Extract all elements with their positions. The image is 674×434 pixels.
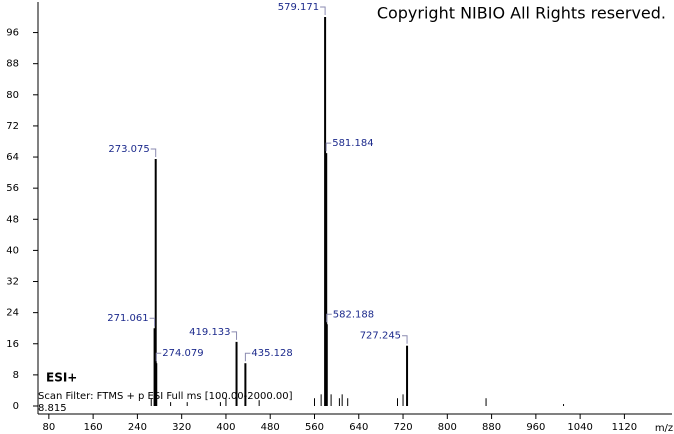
y-tick-label: 64	[6, 152, 19, 163]
x-tick-label: 320	[172, 422, 191, 433]
x-tick-label: 560	[305, 422, 324, 433]
x-tick-label: 640	[349, 422, 368, 433]
copyright: Copyright NIBIO All Rights reserved.	[377, 4, 666, 23]
peak-label: 579.171	[278, 2, 319, 13]
x-tick-label: 880	[482, 422, 501, 433]
x-tick-label: 400	[216, 422, 235, 433]
y-tick-label: 72	[6, 121, 19, 132]
label-bracket	[325, 142, 332, 152]
y-tick-label: 24	[6, 308, 19, 319]
y-tick-label: 96	[6, 28, 19, 39]
y-tick-label: 40	[6, 245, 19, 256]
x-tick-label: 80	[42, 422, 55, 433]
peak-label: 273.075	[108, 144, 149, 155]
y-tick-label: 0	[13, 401, 19, 412]
y-tick-label: 88	[6, 59, 19, 70]
x-tick-label: 1120	[612, 422, 637, 433]
label-bracket	[150, 148, 157, 157]
x-tick-label: 800	[438, 422, 457, 433]
peak-label: 582.188	[333, 309, 374, 320]
y-tick-label: 8	[13, 370, 19, 381]
x-tick-label: 240	[128, 422, 147, 433]
peak-label: 435.128	[251, 348, 292, 359]
y-tick-label: 56	[6, 183, 19, 194]
x-tick-label: 160	[84, 422, 103, 433]
x-axis-label: m/z	[655, 423, 673, 434]
retention-time: 8.815	[38, 403, 67, 414]
peak-label: 419.133	[189, 327, 230, 338]
x-tick-label: 1040	[567, 422, 592, 433]
peak-label: 274.079	[162, 348, 203, 359]
y-tick-label: 32	[6, 277, 19, 288]
label-bracket	[231, 331, 238, 340]
peak-label: 271.061	[107, 313, 148, 324]
y-tick-label: 80	[6, 90, 19, 101]
label-bracket	[402, 335, 408, 344]
label-bracket	[326, 313, 332, 323]
x-tick-label: 480	[261, 422, 280, 433]
label-bracket	[149, 317, 156, 327]
label-bracket	[320, 6, 326, 15]
scan-filter: Scan Filter: FTMS + p ESI Full ms [100.0…	[38, 391, 293, 402]
x-tick-label: 960	[526, 422, 545, 433]
label-bracket	[155, 352, 162, 362]
ion-mode: ESI+	[46, 371, 77, 385]
y-tick-label: 48	[6, 214, 19, 225]
peak-label: 581.184	[332, 138, 373, 149]
label-bracket	[244, 352, 251, 362]
peak-label: 727.245	[360, 331, 401, 342]
x-tick-label: 720	[393, 422, 412, 433]
y-tick-label: 16	[6, 339, 19, 350]
